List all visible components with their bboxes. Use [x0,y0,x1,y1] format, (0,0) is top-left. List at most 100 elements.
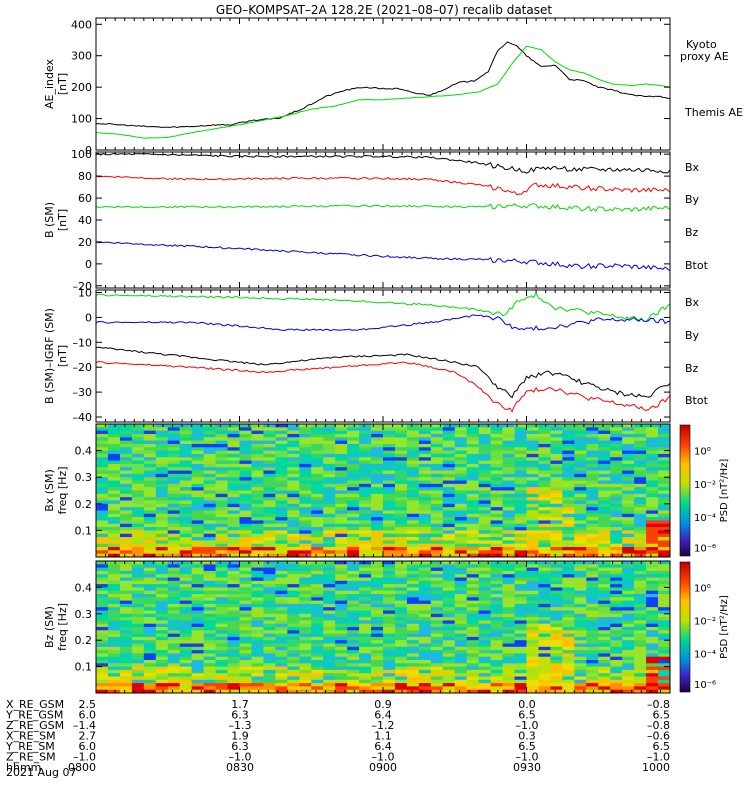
spectrogram-cell [263,547,276,551]
spectrogram-cell [502,473,516,478]
spectrogram-cell [119,430,133,435]
spectrogram-cell [251,553,264,558]
spectrogram-cell [311,427,324,432]
spectrogram-cell [335,679,348,684]
spectrogram-cell [251,620,264,625]
spectrogram-cell [598,610,611,615]
ephemeris-value: –1.0 [647,751,670,764]
spectrogram-cell [454,537,468,541]
spectrogram-cell [622,477,635,482]
spectrogram-cell [191,543,205,548]
spectrogram-cell [394,477,408,482]
spectrogram-cell [215,630,229,635]
spectrogram-cell [143,490,157,495]
spectrogram-cell [119,673,133,677]
spectrogram-cell [586,607,599,611]
spectrogram-cell [287,597,300,602]
spectrogram-cell [179,643,193,648]
spectrogram-cell [442,480,456,485]
spectrogram-cell [383,424,396,428]
spectrogram-cell [394,607,408,611]
spectrogram-cell [359,640,372,644]
spectrogram-cell [179,577,193,582]
spectrogram-cell [610,570,623,575]
spectrogram-cell [574,633,587,638]
spectrogram-cell [478,617,492,621]
spectrogram-cell [371,561,384,565]
spectrogram-cell [454,594,468,598]
spectrogram-cell [299,550,312,555]
spectrogram-cell [323,617,336,621]
spectrogram-cell [335,427,348,432]
spectrogram-cell [239,430,252,435]
spectrogram-cell [406,627,420,631]
spectrogram-cell [155,510,169,515]
spectrogram-cell [562,523,575,528]
spectrogram-cell [502,507,516,511]
spectrogram-cell [251,603,264,608]
spectrogram-cell [526,550,539,555]
spectrogram-cell [466,633,480,638]
spectrogram-cell [646,510,659,515]
spectrogram-cell [634,683,647,687]
spectrogram-cell [646,660,659,664]
spectrogram-cell [514,424,527,428]
spectrogram-cell [335,594,348,598]
spectrogram-cell [502,660,516,664]
spectrogram-cell [430,433,444,438]
spectrogram-cell [646,669,659,674]
spectrogram-cell [96,564,109,569]
spectrogram-cell [406,666,420,671]
y-tick-label: 300 [71,50,92,63]
spectrogram-cell [538,483,551,488]
spectrogram-cell [347,527,360,531]
spectrogram-cell [96,553,109,558]
spectrogram-cell [634,467,647,472]
spectrogram-cell [634,460,647,465]
spectrogram-cell [442,580,456,585]
spectrogram-cell [562,467,575,472]
spectrogram-cell [646,600,659,605]
spectrogram-cell [538,620,551,625]
ephemeris-value: 0900 [369,761,397,774]
spectrogram-cell [622,450,635,455]
spectrogram-cell [394,430,408,435]
spectrogram-cell [562,470,575,475]
spectrogram-cell [131,470,145,475]
spectrogram-cell [598,564,611,569]
spectrogram-cell [442,617,456,621]
spectrogram-cell [191,653,205,658]
spectrogram-cell [191,477,205,482]
spectrogram-cell [526,523,539,528]
spectrogram-cell [239,540,252,545]
spectrogram-cell [275,564,288,569]
spectrogram-cell [526,640,539,644]
spectrogram-cell [215,517,229,521]
spectrogram-cell [359,646,372,651]
spectrogram-cell [490,447,504,452]
spectrogram-cell [251,463,264,468]
spectrogram-cell [466,510,480,515]
spectrogram-cell [287,627,300,631]
spectrogram-cell [574,686,587,691]
spectrogram-cell [239,633,252,638]
spectrogram-cell [514,437,527,442]
spectrogram-cell [263,633,276,638]
spectrogram-cell [442,440,456,445]
spectrogram-cell [538,463,551,468]
spectrogram-cell [371,689,384,694]
spectrogram-cell [550,627,563,631]
spectrogram-cell [610,497,623,501]
spectrogram-cell [179,483,193,488]
spectrogram-cell [502,503,516,508]
spectrogram-cell [634,679,647,684]
spectrogram-cell [203,561,217,565]
spectrogram-cell [442,676,456,681]
spectrogram-cell [131,513,145,518]
spectrogram-cell [299,660,312,664]
spectrogram-cell [418,630,432,635]
spectrogram-cell [155,620,169,625]
spectrogram-cell [646,470,659,475]
spectrogram-cell [155,617,169,621]
spectrogram-cell [239,450,252,455]
